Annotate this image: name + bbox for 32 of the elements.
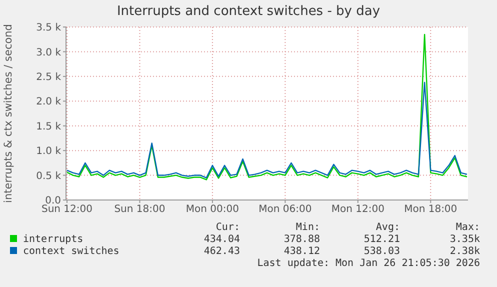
text: Avg: (374, 222, 400, 234)
x-tick-label: Mon 06:00 (258, 204, 312, 216)
text: Min: (294, 222, 320, 234)
y-tick-label: 3.5 k (36, 22, 62, 34)
x-tick-label: Sun 18:00 (114, 204, 166, 216)
x-tick-label: Mon 00:00 (186, 204, 240, 216)
y-tick-label: 2.5 k (36, 72, 62, 83)
y-tick-label: 1.0 k (36, 146, 62, 158)
x-tick-label: Sun 12:00 (41, 204, 93, 216)
text: 2.38k (448, 246, 480, 258)
text: Last update: Mon Jan 26 21:05:30 2026 (256, 258, 480, 270)
y-tick-label: 0.5 k (36, 170, 62, 182)
legend-label: context switches (22, 246, 120, 258)
chart-title: Interrupts and context switches - by day (116, 4, 382, 19)
line-series (66, 82, 468, 178)
legend-label: interrupts (22, 234, 84, 246)
text: 434.04 (202, 234, 240, 246)
text: 538.03 (362, 246, 400, 258)
y-axis-title: interrupts & ctx switches / second (2, 24, 15, 203)
text: 438.12 (282, 246, 320, 258)
text: Max: (454, 222, 480, 234)
text: 378.88 (282, 234, 320, 246)
y-tick-label: 2.0 k (36, 96, 62, 108)
text: 462.43 (202, 246, 240, 258)
text: Cur: (214, 222, 240, 234)
text: 512.21 (362, 234, 400, 246)
line-series (66, 34, 468, 180)
y-tick-label: 1.5 k (36, 121, 62, 132)
y-tick-label: 3.0 k (36, 47, 62, 58)
x-tick-label: Mon 12:00 (331, 204, 384, 216)
x-tick-label: Mon 18:00 (404, 204, 458, 216)
text: 3.35k (448, 234, 480, 246)
